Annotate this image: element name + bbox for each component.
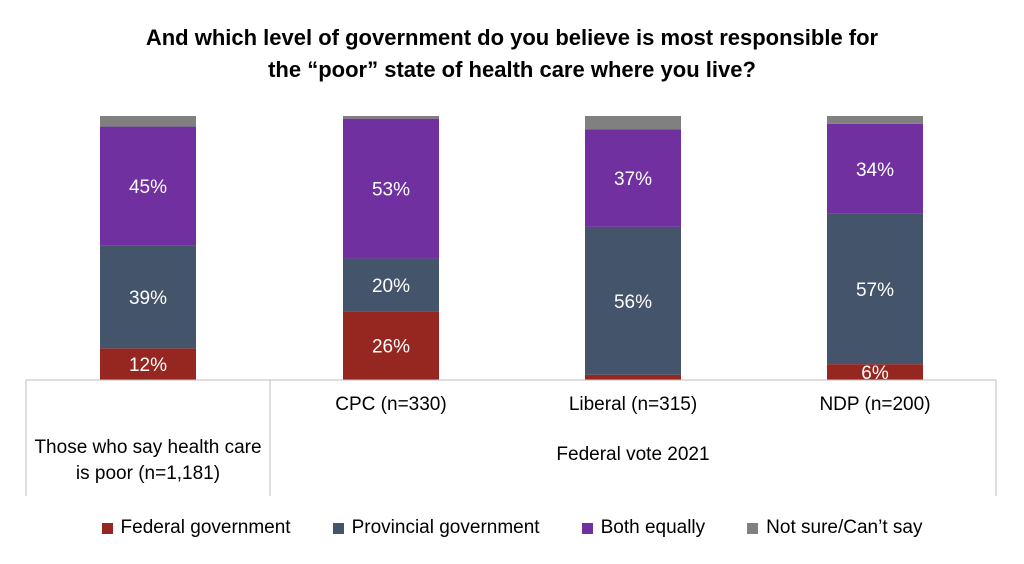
bar-segment-federal-government-1 xyxy=(100,348,196,380)
legend-item-not-sure: Not sure/Can’t say xyxy=(747,517,922,539)
bar-segment-not-sure-can-t-say-1 xyxy=(100,116,196,127)
bar-segment-federal-government-2 xyxy=(343,311,439,380)
data-label-both-equally-2: 53% xyxy=(372,180,410,201)
data-label-provincial-government-4: 57% xyxy=(856,280,894,301)
data-label-federal-government-4: 6% xyxy=(861,363,889,384)
bar-segment-not-sure-can-t-say-2 xyxy=(343,116,439,119)
bars-layer: 12% 39% 45% 26% 20% 53% 56% 37% 6% 57% 34% xyxy=(100,116,923,384)
bar-segment-not-sure-can-t-say-4 xyxy=(827,116,923,124)
data-label-federal-government-1: 12% xyxy=(129,355,167,376)
data-label-both-equally-4: 34% xyxy=(856,160,894,181)
bar-segment-provincial-government-4 xyxy=(827,213,923,365)
bar-segment-both-equally-2 xyxy=(343,118,439,259)
legend-swatch-both xyxy=(581,522,593,534)
chart-title-line-1: And which level of government do you bel… xyxy=(145,25,879,50)
bar-segment-provincial-government-1 xyxy=(100,245,196,349)
data-label-provincial-government-2: 20% xyxy=(372,276,410,297)
legend: Federal government Provincial government… xyxy=(0,517,1024,539)
data-label-both-equally-1: 45% xyxy=(129,177,167,198)
data-label-provincial-government-3: 56% xyxy=(614,292,652,313)
data-label-both-equally-3: 37% xyxy=(614,169,652,190)
bar-segment-provincial-government-2 xyxy=(343,258,439,312)
category-label-4: NDP (n=200) xyxy=(819,394,930,415)
chart-title: And which level of government do you bel… xyxy=(0,22,1024,86)
bar-segment-not-sure-can-t-say-3 xyxy=(585,116,681,130)
legend-swatch-federal xyxy=(101,522,113,534)
legend-swatch-provincial xyxy=(332,522,344,534)
category-label-2: CPC (n=330) xyxy=(335,394,446,415)
bar-segment-both-equally-3 xyxy=(585,129,681,227)
group-label: Federal vote 2021 xyxy=(556,444,709,465)
bar-segment-both-equally-4 xyxy=(827,123,923,214)
legend-label-provincial: Provincial government xyxy=(351,517,540,538)
legend-item-federal: Federal government xyxy=(101,517,291,539)
chart-title-line-2: the “poor” state of health care where yo… xyxy=(268,57,756,82)
bar-segment-federal-government-4 xyxy=(827,364,923,380)
legend-label-not-sure: Not sure/Can’t say xyxy=(766,517,923,538)
bar-segment-provincial-government-3 xyxy=(585,226,681,375)
category-axis: Those who say health care is poor (n=1,18… xyxy=(25,379,997,496)
bar-segment-federal-government-3 xyxy=(585,374,681,380)
data-label-federal-government-2: 26% xyxy=(372,337,410,358)
category-label-3: Liberal (n=315) xyxy=(569,394,697,415)
legend-label-federal: Federal government xyxy=(120,517,291,538)
legend-label-both: Both equally xyxy=(600,517,706,538)
legend-swatch-not-sure xyxy=(747,522,759,534)
category-label-1: Those who say health care is poor (n=1,18… xyxy=(34,437,261,484)
bar-segment-both-equally-1 xyxy=(100,126,196,246)
legend-item-provincial: Provincial government xyxy=(332,517,540,539)
legend-item-both: Both equally xyxy=(581,517,706,539)
data-label-provincial-government-1: 39% xyxy=(129,288,167,309)
